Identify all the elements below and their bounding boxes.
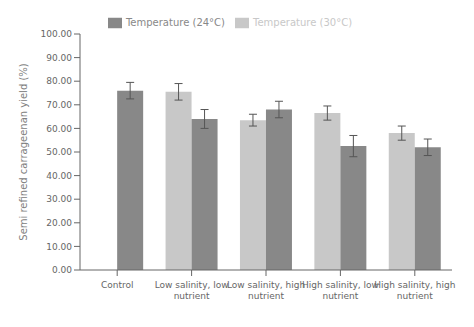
svg-text:40.00: 40.00: [46, 171, 72, 181]
svg-text:Low salinity, lownutrient: Low salinity, lownutrient: [155, 280, 229, 301]
svg-text:10.00: 10.00: [46, 242, 72, 252]
svg-text:High salinity, lownutrient: High salinity, lownutrient: [302, 280, 379, 301]
svg-text:20.00: 20.00: [46, 218, 72, 228]
html-text:Temperature (24°C): Temperature (24°C): [126, 17, 225, 28]
svg-text:60.00: 60.00: [46, 124, 72, 134]
svg-text:30.00: 30.00: [46, 194, 72, 204]
svg-text:Low salinity, highnutrient: Low salinity, highnutrient: [227, 280, 305, 301]
svg-text:100.00: 100.00: [41, 29, 73, 39]
svg-text:Control: Control: [101, 280, 134, 290]
svg-text:50.00: 50.00: [46, 147, 72, 157]
svg-text:High salinity, highnutrient: High salinity, highnutrient: [374, 280, 455, 301]
html-text:Temperature (30°C): Temperature (30°C): [253, 17, 352, 28]
svg-text:Semi refined carrageenan yield: Semi refined carrageenan yield (%): [18, 63, 29, 241]
svg-text:90.00: 90.00: [46, 53, 72, 63]
svg-text:70.00: 70.00: [46, 100, 72, 110]
svg-text:80.00: 80.00: [46, 76, 72, 86]
svg-text:0.00: 0.00: [52, 265, 72, 275]
